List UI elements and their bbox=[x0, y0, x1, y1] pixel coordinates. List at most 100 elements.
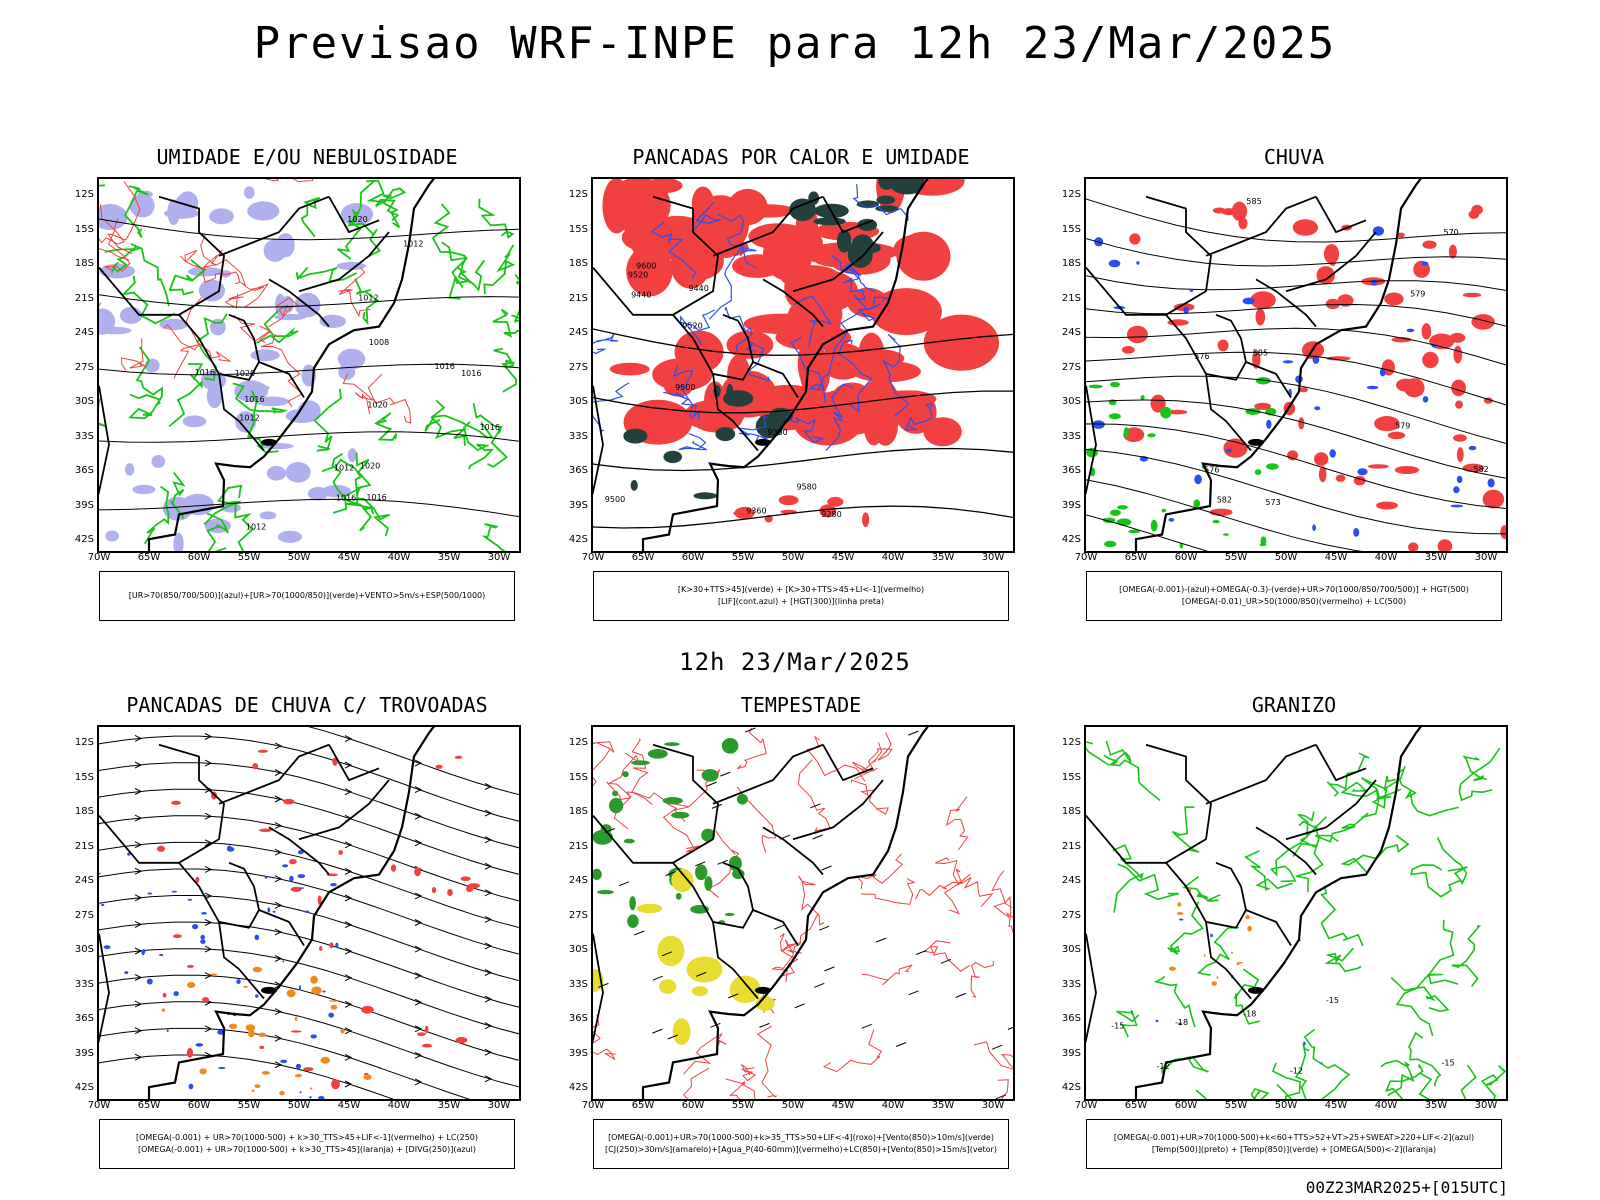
state-border bbox=[762, 278, 824, 328]
state-border bbox=[712, 195, 824, 257]
longitude-label: 70W bbox=[581, 1100, 605, 1111]
streamline-arrow bbox=[484, 995, 493, 1003]
rain-area-red bbox=[1129, 233, 1141, 245]
thickness-contour bbox=[99, 218, 130, 261]
hgt-label: 579 bbox=[1395, 421, 1410, 430]
coastline bbox=[147, 179, 435, 551]
divergence-area-blue bbox=[255, 994, 259, 998]
rain-area-red bbox=[1408, 542, 1419, 551]
state-border bbox=[328, 744, 380, 782]
hail-area-blue bbox=[1155, 1019, 1159, 1023]
instability-area-red bbox=[893, 234, 938, 265]
thunderstorm-area-red bbox=[447, 888, 453, 897]
latitude-label: 18S bbox=[74, 258, 94, 269]
rain-area-blue bbox=[1183, 306, 1189, 314]
temp850-contour bbox=[1181, 876, 1221, 902]
rain-area-blue bbox=[1242, 297, 1255, 305]
wind850-area-green bbox=[597, 890, 614, 895]
rain-area-red bbox=[1391, 337, 1412, 343]
wind-vector bbox=[665, 871, 676, 877]
wind850-area-green bbox=[593, 868, 602, 880]
legend-box: [OMEGA(-0.001) + UR>70(1000-500) + k>30_… bbox=[99, 1119, 515, 1169]
state-border bbox=[178, 313, 260, 381]
wind-vector bbox=[706, 781, 717, 787]
temp850-contour bbox=[1396, 768, 1459, 817]
streamline-arrow bbox=[414, 1025, 423, 1033]
legend-line: [OMEGA(-0.001) + UR>70(1000-500) + k>30_… bbox=[137, 1145, 477, 1154]
state-border bbox=[593, 385, 604, 496]
coastline bbox=[1134, 727, 1422, 1099]
state-border bbox=[218, 373, 265, 452]
thunderstorm-area-orange bbox=[161, 1008, 166, 1012]
thunderstorm-area-orange bbox=[261, 1071, 270, 1075]
instability-area-red bbox=[820, 343, 867, 380]
divergence-area-blue bbox=[218, 1066, 226, 1070]
latitude-label: 24S bbox=[568, 875, 588, 886]
wind850-area-green bbox=[647, 749, 668, 759]
longitude-label: 30W bbox=[1474, 1100, 1498, 1111]
instability-area-red bbox=[748, 223, 809, 250]
omega-area-orange bbox=[1177, 902, 1182, 907]
streamline-arrow bbox=[274, 795, 283, 803]
legend-line: [LIF](cont.azul) + [HGT(300)](linha pret… bbox=[717, 597, 885, 606]
omega-area-orange bbox=[1236, 961, 1243, 964]
latitude-label: 36S bbox=[1061, 465, 1081, 476]
precipitable-water-contour bbox=[736, 786, 777, 853]
latitude-label: 33S bbox=[1061, 978, 1081, 990]
hgt-label: 576 bbox=[1204, 465, 1219, 474]
latitude-label: 27S bbox=[74, 909, 94, 921]
legend-line: [Temp(500)](preto) + [Temp(850)](verde) … bbox=[1151, 1145, 1437, 1154]
streamline bbox=[308, 727, 519, 796]
humidity-mid-area bbox=[151, 455, 166, 468]
state-border bbox=[822, 196, 874, 234]
instability-area-red bbox=[775, 324, 852, 351]
instability-area-red bbox=[626, 245, 673, 297]
state-border bbox=[99, 195, 225, 316]
hgt-label: 582 bbox=[1217, 496, 1232, 505]
instability-area-green bbox=[836, 229, 852, 253]
rain-area-red bbox=[1451, 379, 1466, 397]
rain-area-red bbox=[1394, 466, 1420, 474]
divergence-area-blue bbox=[272, 910, 276, 913]
map-panel: 9580 9600 9520 9500 9500 9520 9440 9360 9280 9440… bbox=[591, 177, 1015, 553]
thickness-contour bbox=[266, 179, 314, 183]
jet250-area-yellow bbox=[755, 996, 775, 1011]
latitude-label: 42S bbox=[1061, 1082, 1081, 1093]
divergence-area-blue bbox=[99, 872, 101, 875]
longitude-label: 70W bbox=[1074, 1100, 1098, 1111]
thunderstorm-area-orange bbox=[247, 1029, 255, 1038]
rain-area-blue bbox=[1453, 486, 1460, 494]
latitude-label: 15S bbox=[1061, 771, 1081, 783]
rain-area-blue bbox=[1108, 259, 1121, 268]
temp500-label: -15 bbox=[1442, 1059, 1455, 1068]
longitude-label: 70W bbox=[1074, 552, 1098, 563]
thickness-contour bbox=[121, 338, 147, 371]
precipitable-water-contour bbox=[855, 853, 904, 890]
longitude-label: 65W bbox=[631, 1100, 655, 1111]
humidity-low-contour bbox=[168, 258, 206, 296]
latitude-label: 42S bbox=[568, 1082, 588, 1093]
temp850-contour bbox=[1384, 1064, 1424, 1099]
rain-area-blue bbox=[1312, 524, 1316, 531]
jet250-area-yellow bbox=[691, 986, 708, 997]
run-timestamp: 00Z23MAR2025+[015UTC] bbox=[1305, 1178, 1508, 1197]
humidity-low-contour bbox=[168, 363, 204, 428]
legend-box: [OMEGA(-0.001)+UR>70(1000-500)+k>35_TTS>… bbox=[593, 1119, 1009, 1169]
rain-area-blue bbox=[1353, 528, 1360, 537]
streamline-arrow bbox=[134, 920, 143, 928]
rain-area-blue bbox=[1194, 474, 1202, 485]
legend-box: [K>30+TTS>45](verde) + [K>30+TTS>45+LI<-… bbox=[593, 571, 1009, 621]
latitude-label: 42S bbox=[1061, 534, 1081, 545]
wind-vector bbox=[598, 982, 609, 988]
latitude-label: 18S bbox=[568, 806, 588, 817]
hgt-label: 9500 bbox=[675, 383, 695, 392]
humidity-mid-area bbox=[132, 484, 156, 495]
rain-area-red bbox=[1500, 525, 1506, 540]
wind-vector bbox=[652, 1028, 663, 1034]
humidity-low-contour bbox=[234, 502, 254, 551]
instability-area-green bbox=[715, 427, 736, 442]
thunderstorm-area-red bbox=[338, 850, 343, 855]
rain-area-blue bbox=[1314, 406, 1321, 411]
humidity-mid-area bbox=[187, 266, 223, 277]
latitude-label: 36S bbox=[74, 465, 94, 476]
